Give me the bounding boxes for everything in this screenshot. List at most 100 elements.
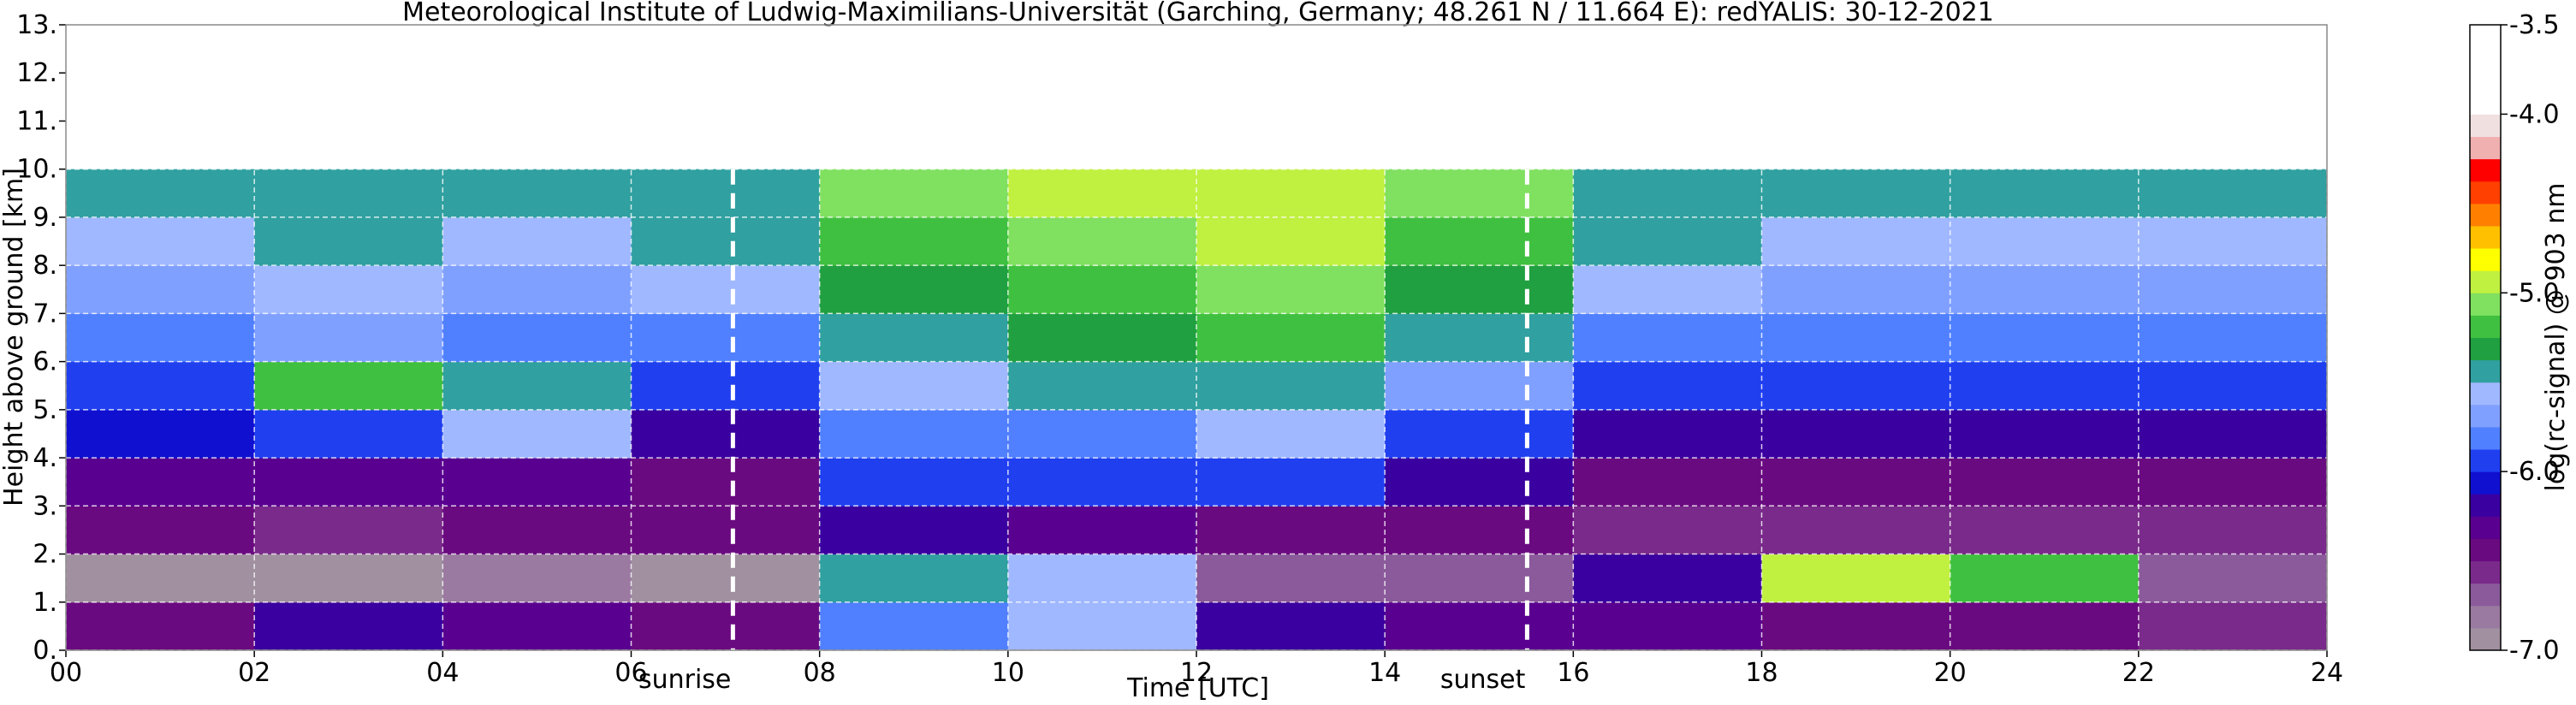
colorbar-segment — [2470, 426, 2501, 450]
colorbar-tick-label: -7.0 — [2509, 636, 2560, 666]
heatmap-cell — [254, 361, 443, 411]
y-tick-label: 12. — [16, 58, 57, 88]
heatmap-cell — [1007, 216, 1197, 266]
heatmap-cell — [1761, 601, 1951, 651]
y-axis-label: Height above ground [km] — [0, 168, 29, 507]
heatmap-cell — [1761, 506, 1951, 555]
colorbar-segment — [2470, 225, 2501, 249]
y-tick-label: 11. — [16, 106, 57, 136]
heatmap-cell — [66, 216, 255, 266]
heatmap-cell — [1573, 409, 1762, 459]
colorbar-segment — [2470, 516, 2501, 539]
heatmap-cell — [1950, 409, 2140, 459]
heatmap-cell — [66, 506, 255, 555]
y-tick-label: 3. — [33, 491, 57, 521]
colorbar-segment — [2470, 382, 2501, 406]
heatmap-cell — [1573, 506, 1762, 555]
heatmap-cell — [254, 458, 443, 507]
heatmap-cell — [1761, 458, 1951, 507]
colorbar-tick-label: -6.0 — [2509, 457, 2560, 487]
colorbar-segment — [2470, 114, 2501, 138]
colorbar-segment — [2470, 404, 2501, 428]
heatmap-cell — [1385, 506, 1574, 555]
heatmap-cell — [2138, 506, 2328, 555]
colorbar-segment — [2470, 605, 2501, 629]
heatmap-cell — [442, 506, 632, 555]
colorbar-segment — [2470, 181, 2501, 204]
heatmap-cell — [1196, 409, 1386, 459]
heatmap-cell — [631, 265, 821, 314]
heatmap-cell — [631, 554, 821, 603]
colorbar-label: log(rc-signal) @ 903 nm — [2541, 183, 2571, 492]
heatmap-cell — [66, 313, 255, 363]
heatmap-cell — [254, 169, 443, 218]
heatmap-cell — [442, 458, 632, 507]
colorbar-segment — [2470, 293, 2501, 316]
y-tick-label: 0. — [33, 636, 57, 666]
heatmap-cell — [1761, 409, 1951, 459]
x-tick-label: 10 — [992, 658, 1024, 688]
heatmap-cell — [1950, 313, 2140, 363]
x-axis-label: Time [UTC] — [1126, 673, 1269, 703]
heatmap-cell — [1950, 458, 2140, 507]
annotation-label: sunset — [1440, 665, 1526, 695]
heatmap-cell — [254, 601, 443, 651]
x-tick-label: 00 — [50, 658, 82, 688]
y-tick-label: 2. — [33, 540, 57, 570]
heatmap-cell — [1385, 409, 1574, 459]
colorbar-segment — [2470, 69, 2501, 92]
heatmap-cell — [66, 554, 255, 603]
y-tick-label: 9. — [33, 203, 57, 233]
heatmap-cell — [1385, 265, 1574, 314]
colorbar-segment — [2470, 494, 2501, 517]
heatmap-cell — [1950, 265, 2140, 314]
heatmap-cell — [1196, 506, 1386, 555]
heatmap-cell — [2138, 265, 2328, 314]
heatmap-cell — [1007, 361, 1197, 411]
colorbar-segment — [2470, 25, 2501, 48]
colorbar-segment — [2470, 136, 2501, 160]
heatmap-cell — [1761, 216, 1951, 266]
heatmap-cell — [1573, 361, 1762, 411]
heatmap-cell — [2138, 216, 2328, 266]
x-tick-label: 24 — [2311, 658, 2343, 688]
heatmap-cell — [1950, 554, 2140, 603]
heatmap-cell — [2138, 458, 2328, 507]
heatmap-cell — [1573, 313, 1762, 363]
heatmap-cell — [1196, 169, 1386, 218]
heatmap-cell — [1573, 265, 1762, 314]
heatmap-cell — [819, 554, 1009, 603]
heatmap-cell — [442, 265, 632, 314]
chart-title: Meteorological Institute of Ludwig-Maxim… — [402, 0, 1994, 27]
heatmap-cell — [442, 554, 632, 603]
heatmap-cell — [1196, 265, 1386, 314]
heatmap-cell — [2138, 313, 2328, 363]
heatmap-cell — [66, 458, 255, 507]
heatmap-cell — [631, 601, 821, 651]
heatmap-cell — [2138, 409, 2328, 459]
colorbar-segment — [2470, 337, 2501, 361]
heatmap-cell — [819, 265, 1009, 314]
heatmap-cell — [1950, 506, 2140, 555]
heatmap-cell — [1950, 601, 2140, 651]
x-tick-label: 02 — [238, 658, 270, 688]
x-tick-label: 04 — [426, 658, 459, 688]
heatmap-cell — [1761, 169, 1951, 218]
colorbar-segment — [2470, 560, 2501, 584]
y-tick-label: 8. — [33, 251, 57, 281]
heatmap-cell — [66, 169, 255, 218]
heatmap-cell — [1761, 265, 1951, 314]
heatmap-cell — [442, 361, 632, 411]
y-tick-label: 4. — [33, 443, 57, 473]
annotation-label: sunrise — [638, 665, 731, 695]
heatmap-cell — [442, 216, 632, 266]
heatmap-cell — [1385, 169, 1574, 218]
colorbar-segment — [2470, 449, 2501, 472]
heatmap-cell — [631, 216, 821, 266]
heatmap-cell — [254, 216, 443, 266]
heatmap-cell — [819, 169, 1009, 218]
heatmap-cell — [1761, 313, 1951, 363]
heatmap-cell — [1761, 361, 1951, 411]
heatmap-cell — [1385, 458, 1574, 507]
heatmap-cell — [2138, 554, 2328, 603]
